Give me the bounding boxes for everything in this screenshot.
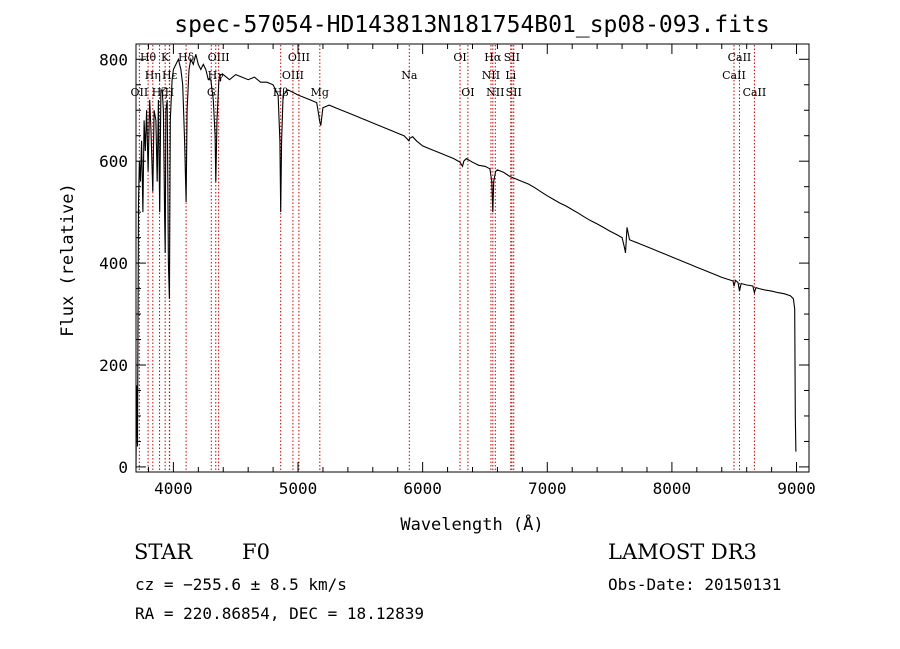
object-class: STAR — [134, 540, 193, 564]
line-label-Na: Na — [401, 69, 418, 82]
line-label-Hγ: Hγ — [208, 69, 225, 82]
line-label-Hα: Hα — [484, 51, 502, 64]
line-label-Mg: Mg — [311, 86, 329, 99]
line-label-OI-6363: OI — [461, 86, 474, 99]
line-label-CaII-8662: CaII — [743, 86, 767, 99]
y-tick-label-600: 600 — [99, 152, 128, 171]
line-label-Hε: Hε — [162, 69, 178, 82]
x-tick-label-6000: 6000 — [403, 479, 442, 498]
line-label-Hζ: Hζ — [152, 86, 168, 99]
redshift-value: cz = −255.6 ± 8.5 km/s — [135, 575, 347, 594]
line-label-Hβ: Hβ — [273, 86, 289, 99]
line-label-OI-6300: OI — [453, 51, 466, 64]
plot-frame — [135, 43, 810, 473]
line-label-OIII-4363: OIII — [208, 51, 230, 64]
line-label-SII-6716: SII — [504, 51, 520, 64]
x-tick-label-4000: 4000 — [154, 479, 193, 498]
x-tick-label-5000: 5000 — [279, 479, 318, 498]
chart-title: spec-57054-HD143813N181754B01_sp08-093.f… — [174, 12, 769, 38]
line-label-G: G — [207, 86, 216, 99]
line-label-NII-6548: NII — [482, 69, 500, 82]
line-label-SII-6731: SII — [506, 86, 522, 99]
x-tick-label-9000: 9000 — [777, 479, 816, 498]
line-label-H: H — [165, 86, 175, 99]
y-tick-label-200: 200 — [99, 356, 128, 375]
line-label-Hθ: Hθ — [140, 51, 157, 64]
line-label-K: K — [161, 51, 170, 64]
line-label-OII: OII — [131, 86, 149, 99]
y-tick-label-0: 0 — [118, 458, 128, 477]
y-tick-label-800: 800 — [99, 50, 128, 69]
y-tick-label-400: 400 — [99, 254, 128, 273]
x-tick-label-8000: 8000 — [653, 479, 692, 498]
line-label-OIII-4959: OIII — [282, 69, 304, 82]
obs-date: Obs-Date: 20150131 — [608, 575, 782, 594]
line-label-Li: Li — [505, 69, 516, 82]
line-label-NII-6583: NII — [486, 86, 504, 99]
y-axis-label: Flux (relative) — [58, 183, 78, 337]
line-label-CaII-8498: CaII — [722, 69, 746, 82]
spectrum-series — [135, 54, 797, 467]
x-tick-label-7000: 7000 — [528, 479, 567, 498]
x-axis-label: Wavelength (Å) — [400, 513, 543, 535]
line-label-OIII-5007: OIII — [288, 51, 310, 64]
line-label-Hη: Hη — [145, 69, 161, 82]
survey-name: LAMOST DR3 — [608, 540, 757, 564]
subclass: F0 — [242, 540, 270, 564]
coordinates: RA = 220.86854, DEC = 18.12839 — [135, 604, 424, 623]
line-label-CaII-8542: CaII — [728, 51, 752, 64]
